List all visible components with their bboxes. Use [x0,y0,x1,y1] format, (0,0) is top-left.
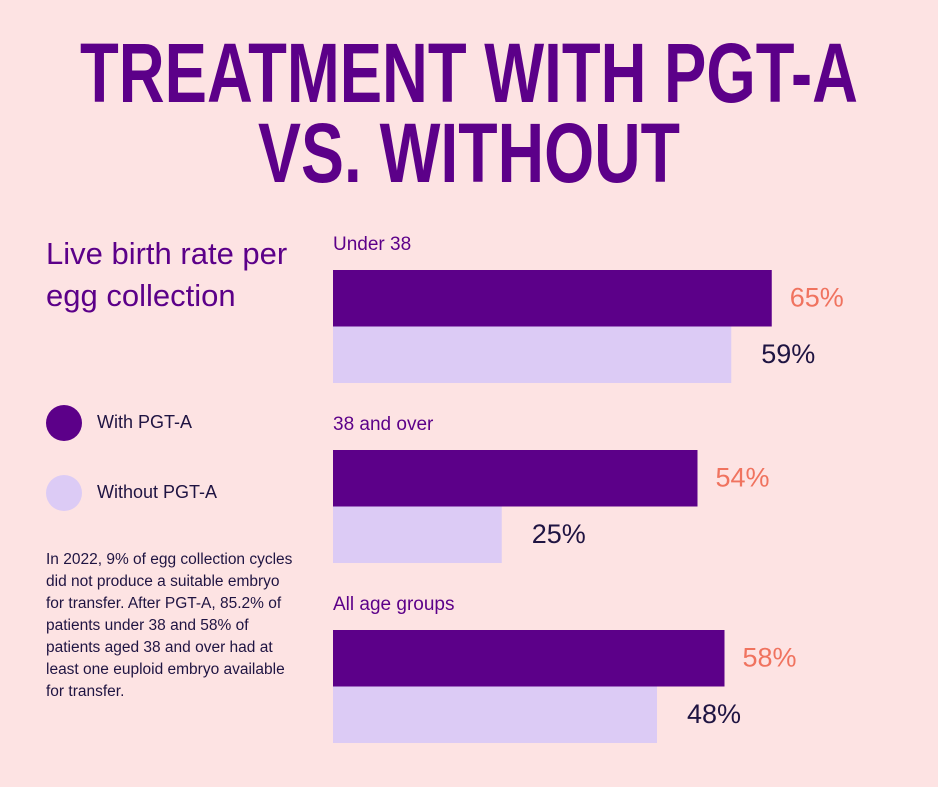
bar [333,506,502,563]
chart-title: TREATMENT WITH PGT-A [80,26,858,120]
legend-label: Without PGT-A [97,482,217,502]
category-label: 38 and over [333,414,434,435]
bar [333,270,772,327]
legend-swatch [46,405,82,441]
note: In 2022, 9% of egg collection cycles did… [46,551,293,700]
value-label: 58% [743,642,797,672]
value-label: 48% [687,699,741,729]
bar [333,630,725,687]
category-label: Under 38 [333,234,411,255]
category-label: All age groups [333,594,454,615]
subtitle: Live birth rate per egg collection [46,236,288,313]
value-label: 25% [532,519,586,549]
legend-swatch [46,475,82,511]
value-label: 65% [790,282,844,312]
bar [333,450,698,507]
chart-title: VS. WITHOUT [258,106,680,200]
bar [333,326,732,383]
bar [333,686,657,743]
value-label: 59% [761,339,815,369]
legend-label: With PGT-A [97,412,192,432]
value-label: 54% [716,462,770,492]
